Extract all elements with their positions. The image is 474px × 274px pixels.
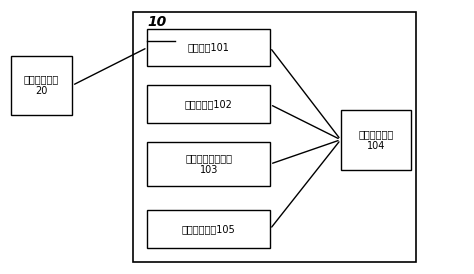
FancyBboxPatch shape	[147, 142, 270, 186]
Text: 行程调节电机
20: 行程调节电机 20	[24, 75, 59, 96]
FancyBboxPatch shape	[11, 56, 72, 115]
Text: 应急继电器102: 应急继电器102	[185, 99, 233, 109]
FancyBboxPatch shape	[133, 12, 416, 262]
Text: 应急工况检测模块
103: 应急工况检测模块 103	[185, 153, 232, 175]
FancyBboxPatch shape	[147, 85, 270, 124]
Text: 应急控制模块
104: 应急控制模块 104	[358, 129, 393, 150]
FancyBboxPatch shape	[147, 210, 270, 248]
Text: 备用电源101: 备用电源101	[188, 42, 230, 53]
FancyBboxPatch shape	[341, 110, 411, 170]
FancyBboxPatch shape	[147, 28, 270, 67]
Text: 行程挡位按钮105: 行程挡位按钮105	[182, 224, 236, 234]
Text: 10: 10	[147, 15, 167, 29]
